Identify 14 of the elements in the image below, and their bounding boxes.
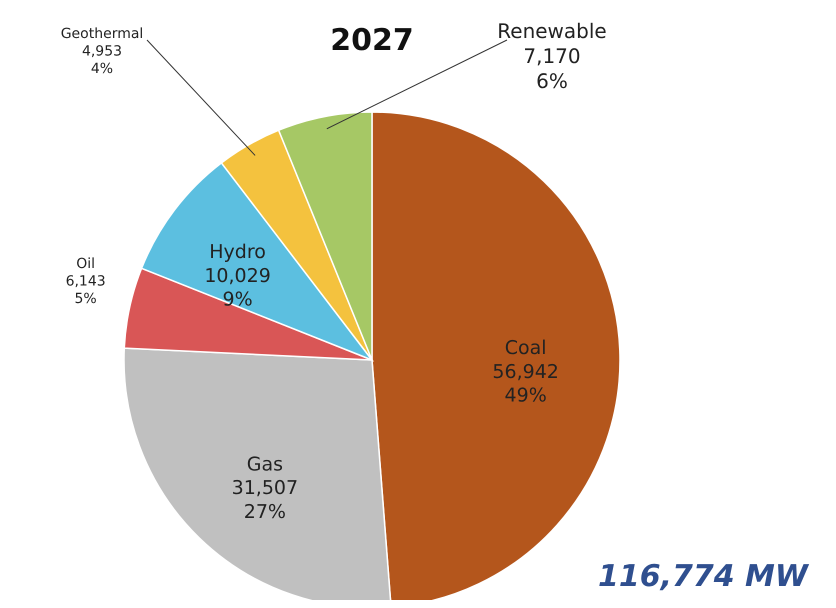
data-label: 10,029 9% (204, 264, 271, 311)
data-label: 4,953 4% (82, 44, 122, 77)
slice-label: Gas (246, 453, 283, 476)
chart-title: 2027 (330, 23, 414, 58)
slice-label: Geothermal (60, 26, 144, 42)
data-label: 6,143 5% (66, 273, 106, 307)
slice-label: Oil (76, 256, 96, 272)
slice-label: Coal (504, 337, 547, 360)
data-label: 56,942 49% (492, 360, 559, 407)
text: 116,774 MW (598, 559, 810, 594)
data-label: 31,507 27% (232, 477, 298, 523)
slice-label: Renewable (497, 19, 607, 43)
data-label: 7,170 6% (523, 44, 581, 93)
slice-label: Hydro (209, 241, 266, 264)
